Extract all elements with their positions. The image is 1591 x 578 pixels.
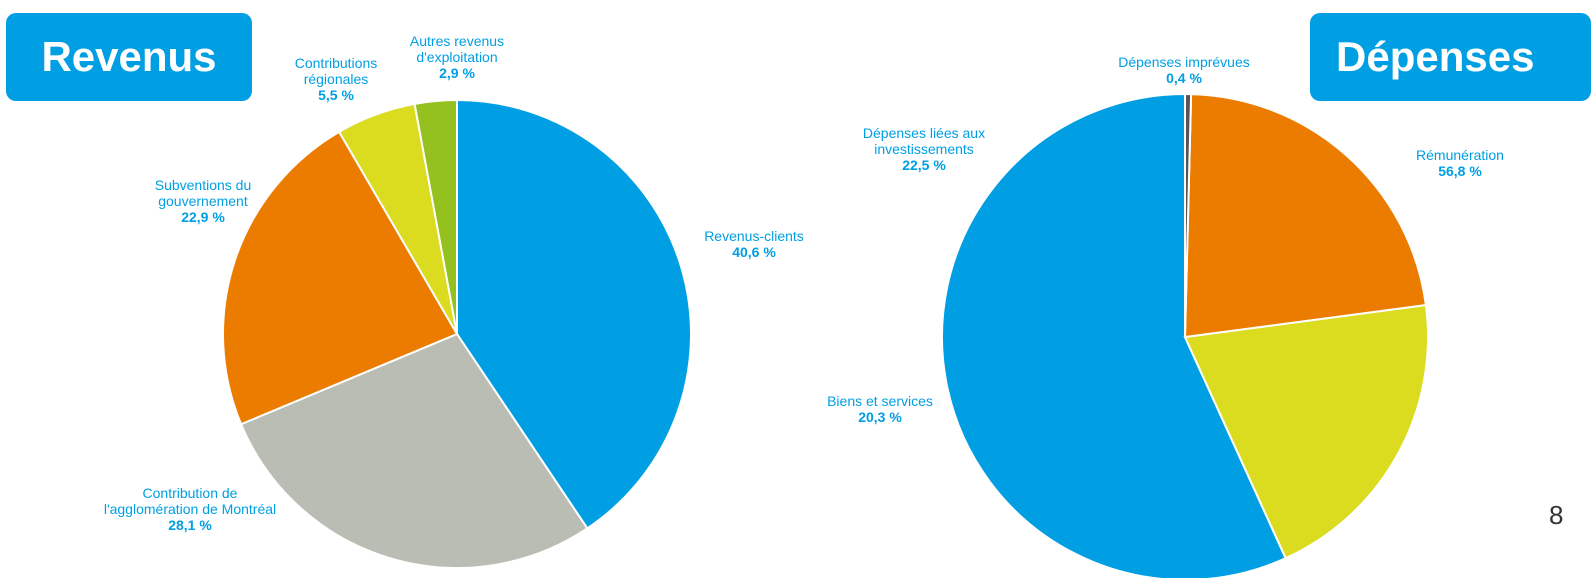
revenus-title-badge: Revenus xyxy=(6,13,252,101)
pie-slice-0-2 xyxy=(222,130,459,426)
slice-label-1-3-line0: Dépenses imprévues xyxy=(1118,54,1250,70)
slice-label-0-4-line1: d'exploitation xyxy=(416,49,497,65)
slice-value-0-1: 28,1 % xyxy=(168,517,212,533)
slice-value-0-0: 40,6 % xyxy=(732,244,776,260)
slice-value-0-3: 5,5 % xyxy=(318,87,354,103)
slice-label-0-2-line0: Subventions du xyxy=(155,177,252,193)
page-number: 8 xyxy=(1549,500,1564,530)
slice-label-1-2-line1: investissements xyxy=(874,141,974,157)
slice-label-0-2-line1: gouvernement xyxy=(158,193,248,209)
slice-label-1-2-line0: Dépenses liées aux xyxy=(863,125,985,141)
slice-label-0-1-line1: l'agglomération de Montréal xyxy=(104,501,276,517)
pie-slice-1-2 xyxy=(1183,93,1428,339)
slice-label-0-0-line0: Revenus-clients xyxy=(704,228,804,244)
pie-slice-1-3 xyxy=(1184,92,1193,338)
slice-value-1-2: 22,5 % xyxy=(902,157,946,173)
slice-value-1-0: 56,8 % xyxy=(1438,163,1482,179)
slice-value-1-3: 0,4 % xyxy=(1166,70,1202,86)
slice-label-0-1-line0: Contribution de xyxy=(143,485,238,501)
slice-label-0-3-line1: régionales xyxy=(304,71,369,87)
slice-label-1-0-line0: Rémunération xyxy=(1416,147,1504,163)
slice-label-1-1-line0: Biens et services xyxy=(827,393,933,409)
pie-slice-1-0 xyxy=(941,92,1288,578)
pie-slice-0-1 xyxy=(239,332,589,569)
slice-label-0-4-line0: Autres revenus xyxy=(410,33,504,49)
slice-value-0-2: 22,9 % xyxy=(181,209,225,225)
slice-value-0-4: 2,9 % xyxy=(439,65,475,81)
slice-value-1-1: 20,3 % xyxy=(858,409,902,425)
slice-label-0-3-line0: Contributions xyxy=(295,55,378,71)
pie-slice-0-0 xyxy=(456,98,692,530)
depenses-title-badge: Dépenses xyxy=(1310,13,1591,101)
pie-slice-0-4 xyxy=(413,98,458,335)
pie-slice-1-1 xyxy=(1183,303,1429,560)
